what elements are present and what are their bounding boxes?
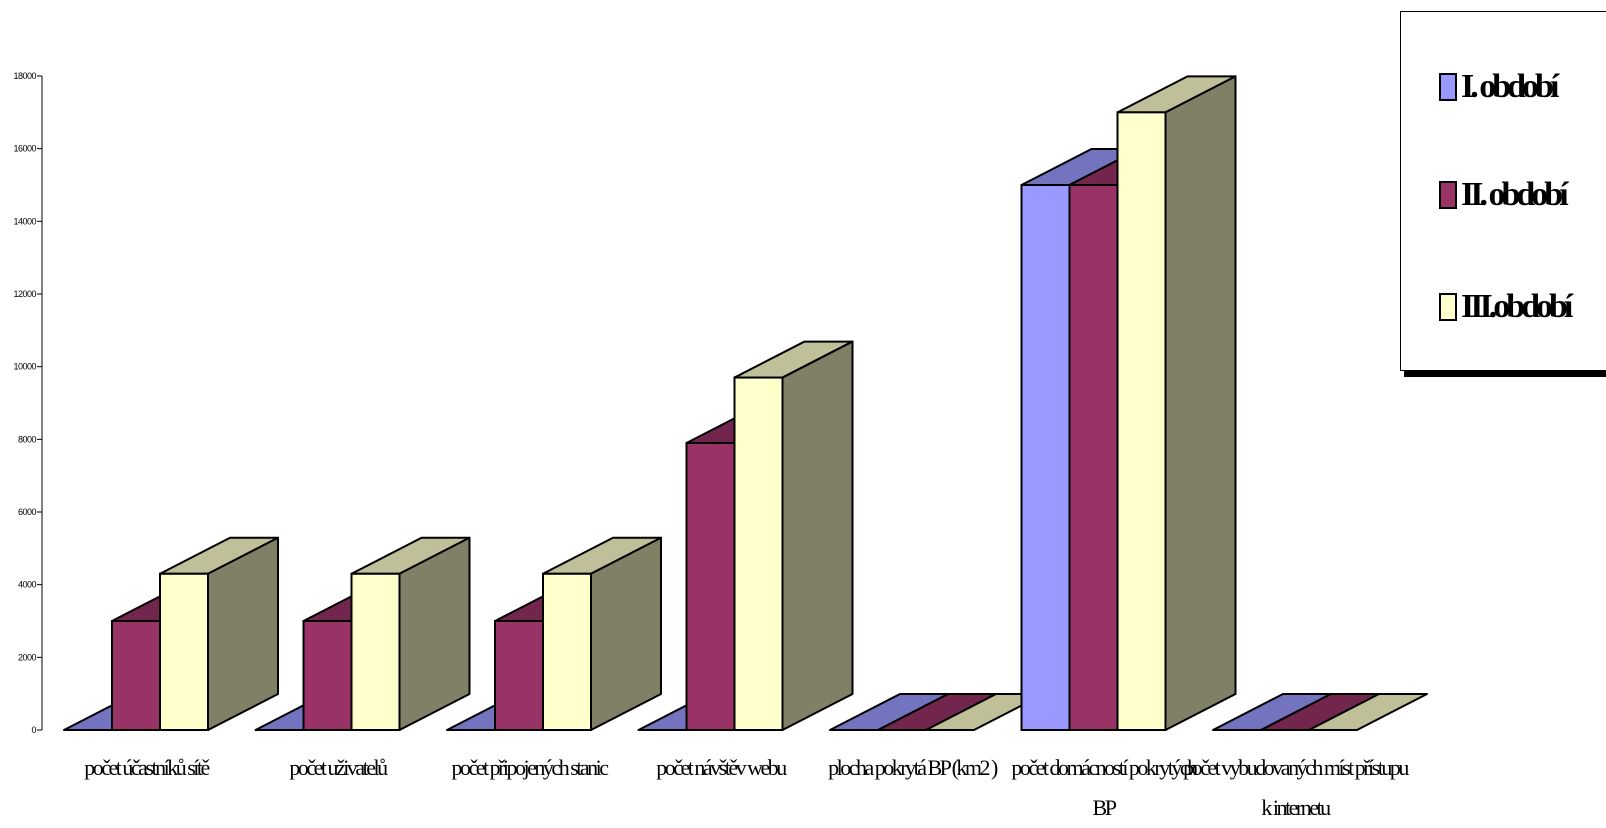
y-tick-label: 16000	[13, 144, 36, 154]
legend-swatch-2	[1439, 181, 1457, 209]
bar-front	[159, 572, 209, 731]
y-tick-label: 0	[31, 725, 36, 735]
bar	[733, 340, 854, 731]
y-tick-label: 2000	[18, 652, 37, 662]
legend-item-2: II. období	[1439, 176, 1569, 214]
x-tick-label: počet připojených stanic	[451, 755, 609, 780]
x-tick-label: počet domácností pokrytých BP	[1011, 755, 1198, 820]
bar-front	[302, 620, 353, 731]
legend-swatch-3	[1439, 293, 1457, 321]
y-tick-label: 18000	[13, 71, 36, 81]
bar	[1308, 693, 1428, 731]
bar-front	[1068, 184, 1119, 731]
bar	[1116, 75, 1237, 732]
y-tick-label: 14000	[13, 216, 36, 226]
bar-front	[1020, 184, 1071, 731]
bar-side	[1164, 75, 1237, 731]
bar-front	[685, 441, 736, 731]
legend-label-3: III.období	[1461, 288, 1573, 325]
x-tick-label: počet vybudovaných míst přístupu k inter…	[1183, 755, 1409, 820]
bar	[542, 536, 662, 731]
x-tick-label: počet účastníků sítě	[84, 755, 210, 780]
bar-side	[781, 340, 854, 731]
y-axis: 0 2000 4000 6000 8000 10000 12000 14000 16000 180…	[13, 71, 43, 735]
bar	[159, 536, 279, 731]
bar	[350, 536, 471, 731]
bar-front	[111, 620, 161, 731]
legend-item-1: I. období	[1439, 68, 1559, 106]
legend-label-1: I. období	[1461, 68, 1559, 105]
y-tick-label: 4000	[18, 580, 37, 590]
legend: I. období II. období III.období	[1400, 11, 1606, 371]
y-tick-label: 10000	[13, 362, 36, 372]
bars	[63, 75, 1428, 732]
legend-swatch-1	[1439, 73, 1457, 101]
y-tick-label: 12000	[13, 289, 36, 299]
x-tick-label: počet uživatelů	[289, 755, 388, 780]
bar-front	[1116, 111, 1167, 732]
legend-item-3: III.období	[1439, 288, 1573, 326]
bar-front	[733, 376, 784, 731]
y-tick-label: 6000	[18, 507, 37, 517]
x-tick-label: počet návštěv webu	[656, 755, 787, 780]
bar-front	[350, 572, 401, 731]
bar-front	[494, 620, 544, 731]
bar-top	[1308, 693, 1428, 731]
y-tick-label: 8000	[18, 434, 37, 444]
x-tick-label: plocha pokrytá BP (km2 )	[828, 755, 998, 780]
legend-label-2: II. období	[1461, 176, 1569, 213]
bar-front	[542, 572, 592, 731]
